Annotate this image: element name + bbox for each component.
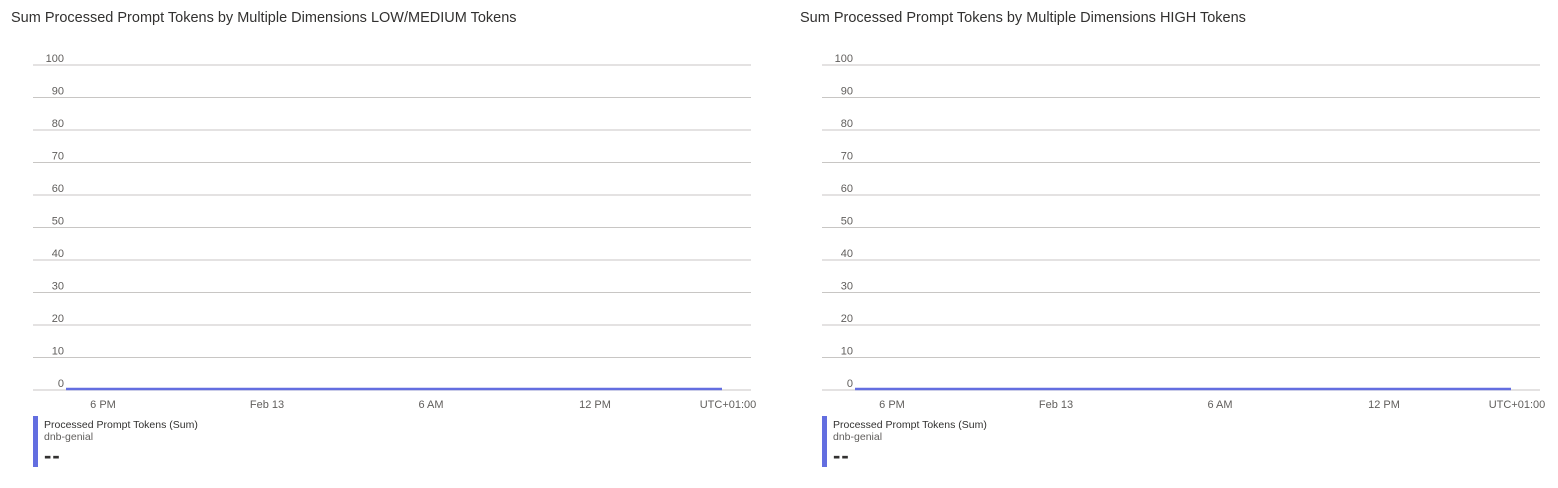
y-tick-label: 20 (52, 313, 64, 325)
y-tick-label: 50 (841, 216, 853, 228)
x-tick-label: 6 AM (1207, 399, 1232, 411)
y-tick-label: 70 (841, 151, 853, 163)
x-tick-label: 6 PM (879, 399, 905, 411)
y-tick-label: 10 (841, 346, 853, 358)
legend-resource-name: dnb-genial (44, 431, 94, 443)
y-tick-label: 20 (841, 313, 853, 325)
x-tick-label: 6 AM (418, 399, 443, 411)
y-tick-label: 90 (52, 86, 64, 98)
y-tick-label: 40 (52, 248, 64, 260)
legend-value: -- (44, 443, 61, 468)
y-tick-label: 100 (835, 53, 853, 65)
chart-panel-low-medium[interactable]: Sum Processed Prompt Tokens by Multiple … (0, 0, 770, 488)
x-tick-label: UTC+01:00 (1489, 399, 1546, 411)
legend-resource-name: dnb-genial (833, 431, 883, 443)
legend-color-swatch (33, 416, 38, 467)
chart-plot[interactable]: 0 10 20 30 40 50 60 70 80 90 100 6 PM Feb 13 6 AM 12 P… (789, 0, 1558, 420)
legend-metric-name: Processed Prompt Tokens (Sum) (833, 419, 987, 431)
x-tick-label: 6 PM (90, 399, 116, 411)
legend-item[interactable]: Processed Prompt Tokens (Sum) dnb-genial… (822, 416, 1122, 467)
y-tick-label: 30 (52, 281, 64, 293)
y-tick-label: 80 (841, 118, 853, 130)
chart-title: Sum Processed Prompt Tokens by Multiple … (800, 10, 1246, 26)
y-tick-label: 60 (841, 183, 853, 195)
chart-plot[interactable]: 0 10 20 30 40 50 60 70 80 90 100 6 PM Feb 13 6 AM 12 P… (0, 0, 770, 420)
legend-value: -- (833, 443, 850, 468)
x-tick-label: Feb 13 (250, 399, 284, 411)
y-tick-label: 40 (841, 248, 853, 260)
legend-text: Processed Prompt Tokens (Sum) dnb-genial… (44, 419, 198, 467)
y-tick-label: 100 (46, 53, 64, 65)
y-tick-label: 80 (52, 118, 64, 130)
y-tick-label: 70 (52, 151, 64, 163)
y-tick-label: 60 (52, 183, 64, 195)
y-tick-label: 10 (52, 346, 64, 358)
legend-text: Processed Prompt Tokens (Sum) dnb-genial… (833, 419, 987, 467)
chart-title: Sum Processed Prompt Tokens by Multiple … (11, 10, 517, 26)
y-tick-label: 30 (841, 281, 853, 293)
legend-item[interactable]: Processed Prompt Tokens (Sum) dnb-genial… (33, 416, 333, 467)
y-tick-label: 0 (58, 378, 64, 390)
y-tick-label: 0 (847, 378, 853, 390)
y-tick-label: 50 (52, 216, 64, 228)
x-tick-label: UTC+01:00 (700, 399, 757, 411)
legend-metric-name: Processed Prompt Tokens (Sum) (44, 419, 198, 431)
x-tick-label: 12 PM (1368, 399, 1400, 411)
y-tick-label: 90 (841, 86, 853, 98)
x-tick-label: 12 PM (579, 399, 611, 411)
chart-panel-high[interactable]: Sum Processed Prompt Tokens by Multiple … (789, 0, 1558, 488)
x-tick-label: Feb 13 (1039, 399, 1073, 411)
legend-color-swatch (822, 416, 827, 467)
